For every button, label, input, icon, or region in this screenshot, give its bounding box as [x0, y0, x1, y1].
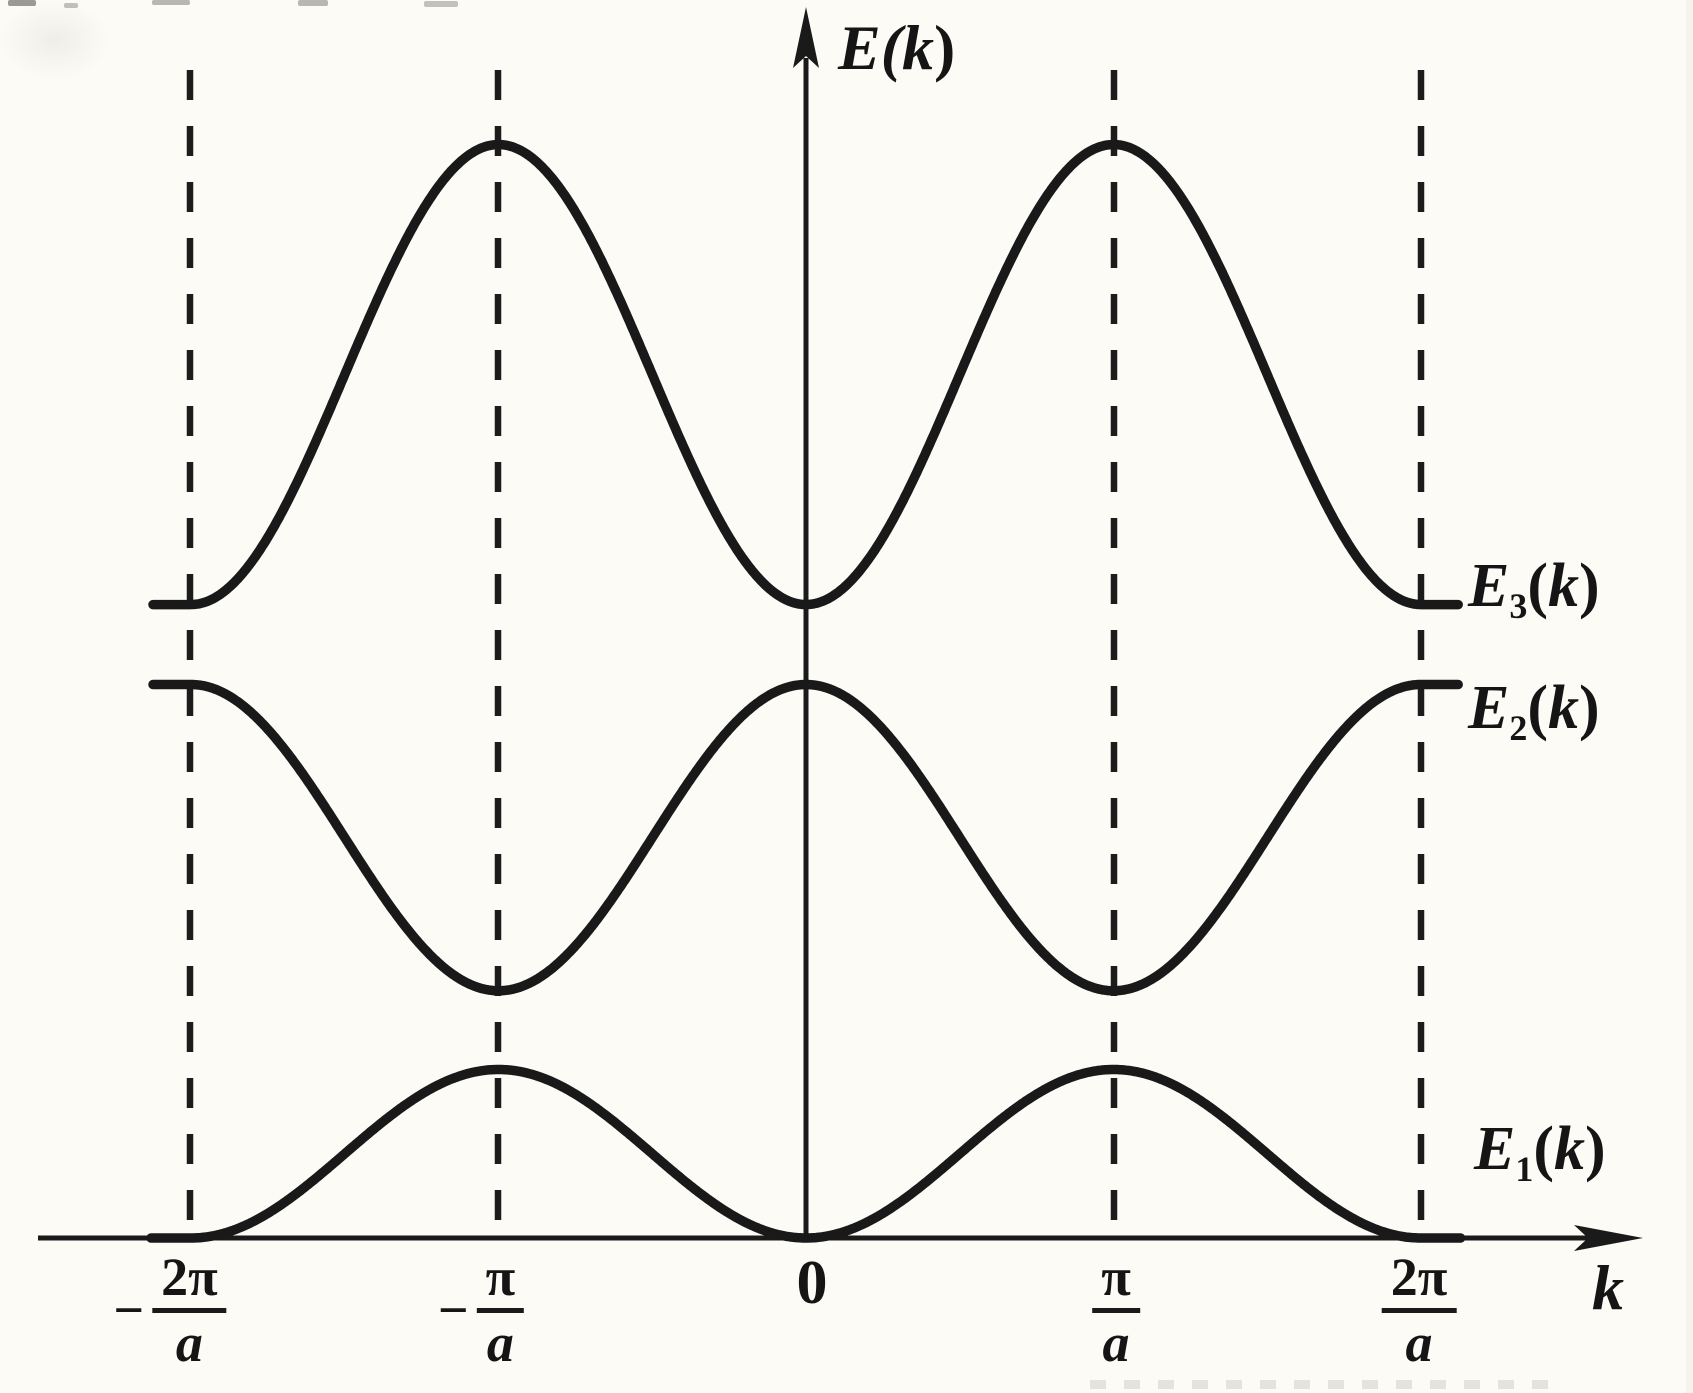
band-label-e3-lparen: ( — [1527, 552, 1548, 620]
tick-label-zero: 0 — [796, 1249, 828, 1317]
axes — [38, 7, 1643, 1251]
band-curves — [146, 139, 1466, 1243]
fraction-numerator: π — [476, 1249, 525, 1314]
band-label-e2-lparen: ( — [1527, 674, 1548, 742]
band-label-e1-rparen: ) — [1585, 1115, 1606, 1183]
band-label-e3-sub: 3 — [1509, 586, 1528, 627]
band-label-e2: E2(k) — [1468, 671, 1600, 749]
minus-sign: − — [113, 1280, 145, 1341]
band-label-e3-base: E — [1468, 552, 1510, 620]
fraction-denominator: a — [1405, 1313, 1433, 1374]
band-label-e3: E3(k) — [1468, 549, 1600, 627]
tick-label-minus-2pi-over-a: − 2π a — [113, 1249, 227, 1374]
fraction-numerator: 2π — [152, 1249, 227, 1314]
band-label-e1-lparen: ( — [1533, 1115, 1554, 1183]
scan-smudge — [0, 0, 110, 80]
scan-edge-shadow — [1686, 0, 1693, 1393]
y-axis-label-e: E( — [838, 12, 902, 83]
band-curve-e3 — [148, 139, 1463, 610]
band-label-e2-base: E — [1468, 674, 1510, 742]
scan-artifact — [152, 0, 190, 5]
fraction-numerator: π — [1092, 1249, 1140, 1314]
band-label-e2-sub: 2 — [1509, 708, 1528, 749]
y-axis-label: E(k) — [838, 10, 955, 87]
fraction-stack: 2π a — [1381, 1249, 1457, 1374]
fraction-denominator: a — [1102, 1313, 1130, 1374]
scan-artifact — [298, 0, 328, 6]
x-axis-arrowhead — [1574, 1225, 1643, 1251]
band-label-e2-rparen: ) — [1579, 674, 1600, 742]
dashed-guides — [186, 70, 1425, 1238]
scan-artifact — [424, 1, 458, 7]
y-axis-arrowhead — [793, 7, 819, 68]
y-axis-label-paren: ) — [934, 12, 956, 83]
scan-noise-strip — [1090, 1380, 1560, 1389]
fraction-numerator: 2π — [1381, 1249, 1457, 1314]
band-label-e1-sub: 1 — [1515, 1149, 1534, 1190]
fraction-stack: π a — [476, 1249, 525, 1374]
tick-label-minus-pi-over-a: − π a — [437, 1249, 525, 1374]
fraction-stack: π a — [1092, 1249, 1140, 1374]
band-label-e1-base: E — [1474, 1115, 1516, 1183]
band-label-e3-k: k — [1548, 552, 1579, 620]
tick-label-pi-over-a: π a — [1092, 1249, 1140, 1374]
band-curve-e2 — [148, 679, 1463, 996]
band-label-e1: E1(k) — [1474, 1112, 1606, 1190]
fraction-denominator: a — [175, 1313, 203, 1374]
scan-artifact — [8, 0, 36, 6]
band-curve-e1 — [146, 1064, 1466, 1243]
minus-sign: − — [437, 1280, 469, 1341]
band-label-e2-k: k — [1548, 674, 1579, 742]
y-axis-label-k: k — [902, 12, 934, 83]
tick-label-2pi-over-a: 2π a — [1381, 1249, 1457, 1374]
x-axis-label: k — [1592, 1252, 1624, 1323]
band-label-e1-k: k — [1554, 1115, 1585, 1183]
band-label-e3-rparen: ) — [1579, 552, 1600, 620]
fraction-stack: 2π a — [152, 1249, 227, 1374]
fraction-denominator: a — [486, 1313, 514, 1374]
scan-artifact — [64, 3, 78, 8]
